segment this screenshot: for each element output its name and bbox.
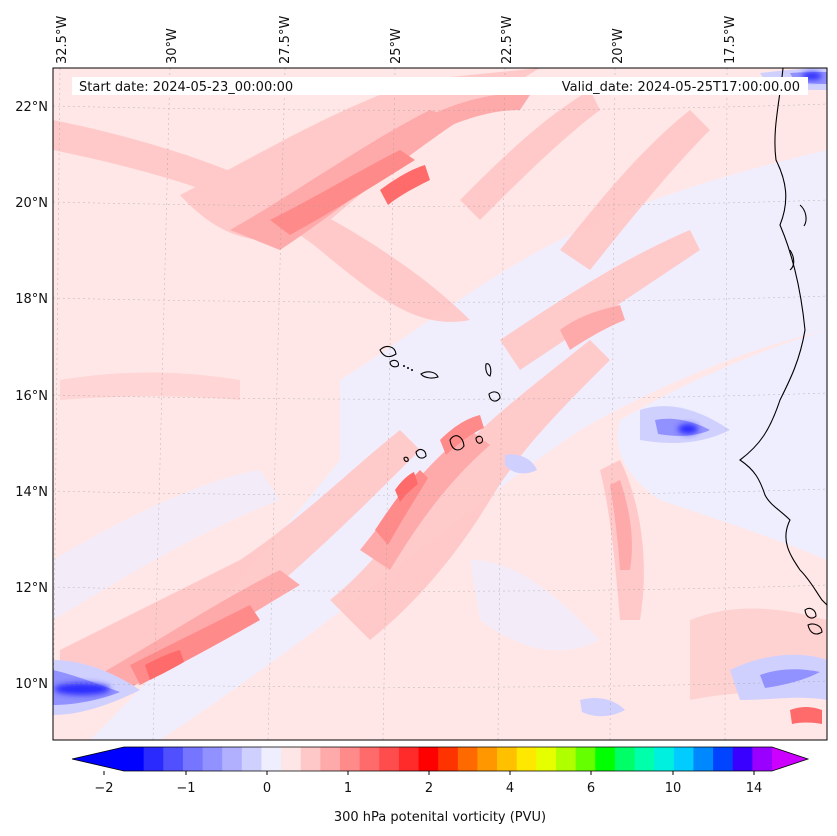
colorbar-segment xyxy=(398,747,420,771)
colorbar-tick-label: 14 xyxy=(746,781,763,796)
colorbar-segment xyxy=(536,747,557,771)
lon-tick-label: 17.5°W xyxy=(723,16,738,64)
colorbar-outline xyxy=(71,746,810,772)
colorbar-segment xyxy=(732,747,753,771)
colorbar-tick-label: 6 xyxy=(587,781,595,796)
colorbar-segment xyxy=(182,747,204,771)
colorbar-segment xyxy=(222,747,243,771)
colorbar-segment xyxy=(418,747,439,771)
colorbar-ticks: −2 −1 0 1 2 4 6 10 14 xyxy=(94,771,762,796)
colorbar-tick-label: 4 xyxy=(506,781,514,796)
lat-tick-label: 18°N xyxy=(15,292,48,307)
colorbar-tick-label: 10 xyxy=(665,781,682,796)
coastline xyxy=(379,68,827,635)
colorbar-segment xyxy=(340,747,361,771)
colorbar-tick-label: −2 xyxy=(94,781,113,796)
lon-tick-label: 22.5°W xyxy=(500,16,515,64)
header-box xyxy=(72,77,808,95)
colorbar-segment xyxy=(673,747,695,771)
colorbar-tick-label: 0 xyxy=(263,781,271,796)
pv-field xyxy=(53,68,827,740)
colorbar-segment xyxy=(457,747,479,771)
colorbar-segment xyxy=(634,747,655,771)
lat-tick-label: 12°N xyxy=(15,581,48,596)
colorbar-label: 300 hPa potenital vorticity (PVU) xyxy=(334,810,546,825)
colorbar-segment xyxy=(654,747,675,771)
colorbar-over-triangle xyxy=(772,747,808,771)
colorbar xyxy=(71,746,810,772)
colorbar-segment xyxy=(595,747,616,771)
colorbar-segment xyxy=(359,747,380,771)
lon-tick-label: 25°W xyxy=(389,28,404,64)
lat-tick-label: 22°N xyxy=(15,100,48,115)
colorbar-segment xyxy=(438,747,459,771)
colorbar-segment xyxy=(143,747,164,771)
colorbar-segment xyxy=(497,747,518,771)
colorbar-under-triangle xyxy=(72,747,124,771)
colorbar-segment xyxy=(614,747,636,771)
colorbar-segment xyxy=(124,747,145,771)
lon-tick-labels: 32.5°W 30°W 27.5°W 25°W 22.5°W 20°W 17.5… xyxy=(55,16,738,64)
colorbar-segment xyxy=(163,747,184,771)
colorbar-segment xyxy=(556,747,577,771)
colorbar-segment xyxy=(575,747,596,771)
colorbar-segment xyxy=(516,747,537,771)
lat-tick-label: 20°N xyxy=(15,196,48,211)
colorbar-segment xyxy=(320,747,341,771)
colorbar-segment xyxy=(752,747,773,771)
colorbar-tick-label: 1 xyxy=(344,781,352,796)
lat-tick-label: 14°N xyxy=(15,485,48,500)
colorbar-tick-label: −1 xyxy=(176,781,195,796)
valid-date-label: Valid_date: 2024-05-25T17:00:00.00 xyxy=(562,80,800,95)
start-date-label: Start date: 2024-05-23_00:00:00 xyxy=(79,80,293,95)
lon-tick-label: 27.5°W xyxy=(278,16,293,64)
colorbar-segment xyxy=(713,747,734,771)
lat-tick-label: 10°N xyxy=(15,677,48,692)
colorbar-segment xyxy=(241,747,263,771)
colorbar-segment xyxy=(379,747,400,771)
lat-tick-label: 16°N xyxy=(15,389,48,404)
colorbar-segment xyxy=(281,747,302,771)
colorbar-segment xyxy=(477,747,498,771)
colorbar-tick-label: 2 xyxy=(425,781,433,796)
lon-tick-label: 20°W xyxy=(611,28,626,64)
colorbar-segment xyxy=(693,747,714,771)
lat-tick-labels: 22°N 20°N 18°N 16°N 14°N 12°N 10°N xyxy=(15,100,48,692)
colorbar-segment xyxy=(261,747,282,771)
lon-tick-label: 32.5°W xyxy=(55,16,70,64)
colorbar-segment xyxy=(300,747,321,771)
colorbar-segment xyxy=(202,747,223,771)
map-frame xyxy=(52,67,828,741)
lon-tick-label: 30°W xyxy=(165,28,180,64)
